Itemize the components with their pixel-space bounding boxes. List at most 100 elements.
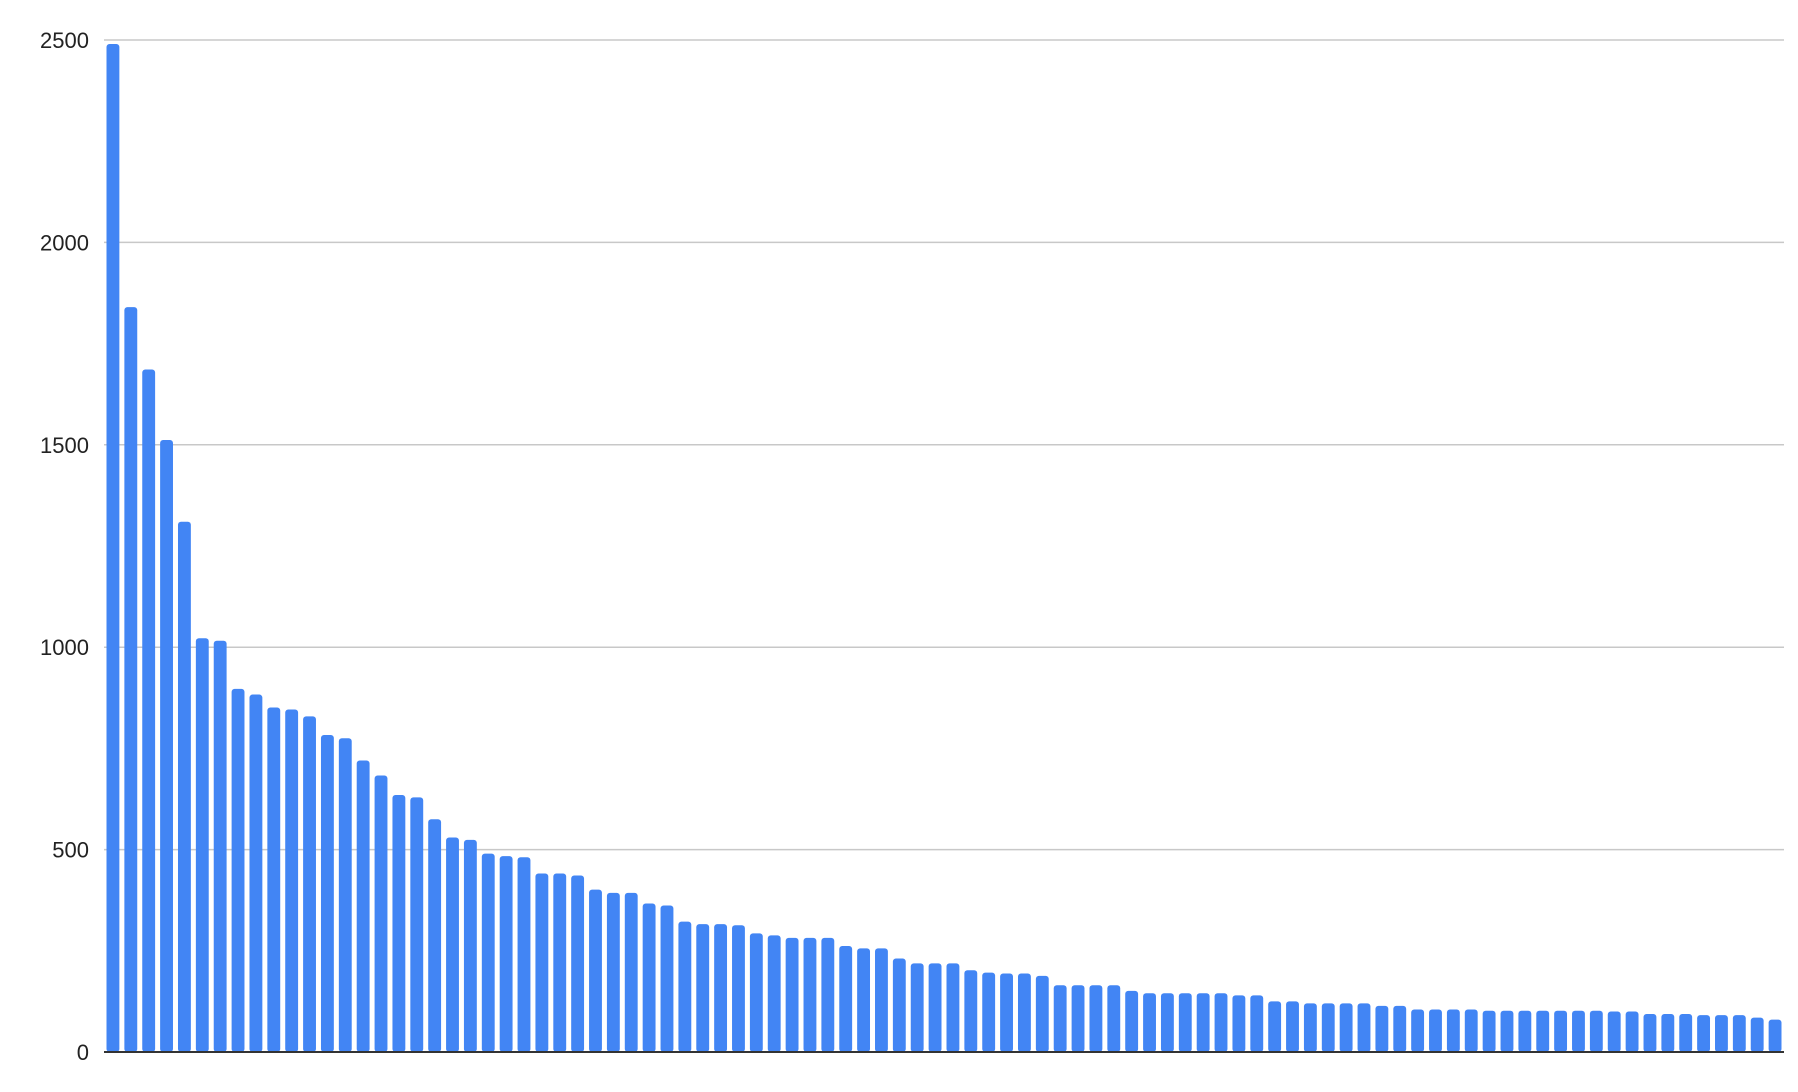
bar [785, 937, 799, 1052]
bar [1339, 1003, 1353, 1052]
y-axis-ticks: 0 500 1000 1500 2000 2500 [40, 28, 89, 1065]
bar [910, 963, 924, 1052]
bar [1107, 985, 1121, 1052]
bar [481, 853, 495, 1052]
bar [767, 935, 781, 1052]
bar [821, 937, 835, 1052]
bar [696, 924, 710, 1052]
bar [303, 716, 316, 1052]
bar [1160, 993, 1174, 1052]
bar [1697, 1015, 1711, 1052]
bar [1661, 1013, 1675, 1052]
bar [1518, 1010, 1532, 1052]
y-tick-label: 500 [52, 838, 89, 863]
bar [1411, 1009, 1425, 1052]
bar [875, 948, 888, 1052]
bar [1178, 993, 1192, 1052]
gridlines [104, 39, 1784, 851]
bar [1607, 1011, 1621, 1052]
bar [1143, 993, 1156, 1052]
bar [499, 856, 513, 1052]
bar [1446, 1009, 1460, 1052]
bar [1393, 1005, 1407, 1052]
y-tick-label: 2500 [40, 28, 89, 53]
bar [195, 638, 209, 1052]
bar [749, 933, 763, 1052]
bar [1500, 1010, 1514, 1052]
bar [553, 873, 567, 1052]
bar [106, 44, 120, 1053]
bar [1375, 1005, 1389, 1052]
bar [1196, 993, 1210, 1052]
bar [1464, 1009, 1478, 1052]
bar [606, 892, 620, 1052]
bar [1572, 1010, 1585, 1052]
bar [1071, 985, 1085, 1052]
bar [1125, 990, 1139, 1052]
y-tick-label: 1500 [40, 433, 89, 458]
bar [571, 875, 585, 1052]
bars [106, 44, 1782, 1053]
bar [1589, 1010, 1603, 1052]
bar [1750, 1017, 1764, 1052]
bar [1554, 1010, 1568, 1052]
bar [160, 439, 173, 1053]
bar [535, 873, 549, 1052]
bar [446, 837, 459, 1052]
bar [410, 797, 424, 1052]
bar [642, 903, 656, 1052]
y-tick-label: 1000 [40, 635, 89, 660]
bar [463, 839, 477, 1052]
bar [249, 694, 263, 1052]
bar [1089, 985, 1103, 1052]
bar [1429, 1009, 1442, 1052]
bar [374, 775, 388, 1052]
bar [982, 972, 996, 1052]
y-tick-label: 2000 [40, 230, 89, 255]
bar [1053, 985, 1067, 1052]
bar [1536, 1010, 1550, 1052]
bar [213, 640, 227, 1052]
bar [946, 963, 960, 1052]
bar [1000, 973, 1013, 1052]
bar [624, 892, 638, 1052]
bar [1303, 1003, 1317, 1052]
bar [517, 857, 531, 1052]
bar [1035, 975, 1049, 1052]
bar [964, 970, 978, 1052]
bar [1679, 1013, 1693, 1052]
y-tick-label: 0 [77, 1040, 89, 1065]
bar [285, 709, 299, 1052]
bar [177, 521, 191, 1052]
bar [1286, 1001, 1299, 1052]
bar [338, 738, 352, 1052]
bar [589, 889, 602, 1052]
bar [928, 963, 942, 1052]
bar [142, 369, 156, 1052]
bar [1643, 1013, 1657, 1052]
bar [356, 760, 370, 1052]
bar [1715, 1015, 1728, 1052]
bar [1214, 993, 1228, 1052]
bar [267, 707, 281, 1052]
bar [1482, 1010, 1496, 1052]
bar [1357, 1003, 1371, 1052]
bar [231, 688, 245, 1052]
bar [732, 925, 745, 1052]
bar [714, 924, 728, 1052]
bar [839, 945, 853, 1052]
bar [1768, 1019, 1782, 1052]
bar [660, 905, 674, 1052]
bar [1268, 1001, 1282, 1052]
bar [892, 958, 906, 1052]
bar [124, 307, 138, 1053]
bar [1321, 1003, 1335, 1052]
bar [392, 794, 406, 1052]
bar [1232, 995, 1246, 1052]
bar [428, 819, 442, 1052]
bar [803, 937, 817, 1052]
bar [320, 735, 334, 1052]
bar [1732, 1015, 1746, 1052]
bar [678, 921, 692, 1052]
